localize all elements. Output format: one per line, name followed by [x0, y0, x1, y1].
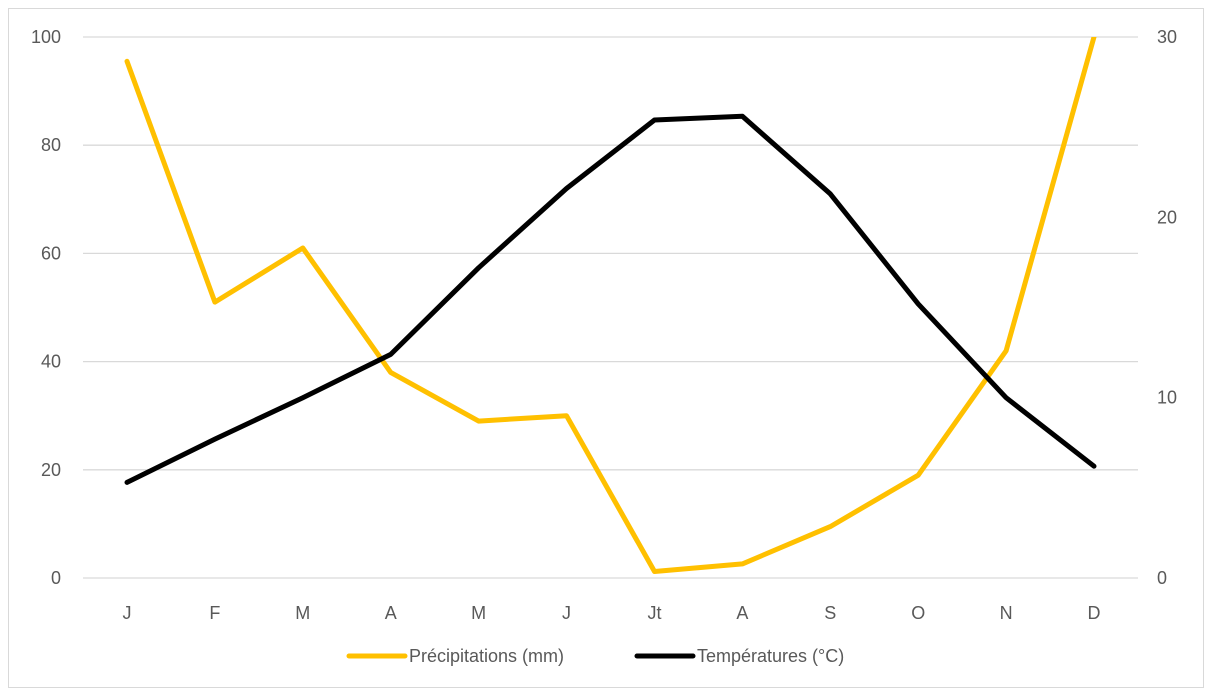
y-left-tick-label: 40	[41, 352, 61, 372]
x-tick-label: J	[122, 603, 131, 623]
climate-chart: 0 20 40 60 80 100 0 10 20 30 J F M A M J Jt A S O N D Précipi…	[31, 27, 1177, 666]
x-tick-label: A	[385, 603, 397, 623]
y-left-tick-label: 20	[41, 460, 61, 480]
x-tick-label: F	[209, 603, 220, 623]
y-left-tick-label: 60	[41, 243, 61, 263]
x-tick-label: M	[471, 603, 486, 623]
x-tick-label: Jt	[647, 603, 661, 623]
legend-label: Températures (°C)	[697, 646, 844, 666]
y-left-tick-label: 0	[51, 568, 61, 588]
x-tick-label: S	[824, 603, 836, 623]
x-tick-label: N	[1000, 603, 1013, 623]
x-tick-label: M	[295, 603, 310, 623]
x-tick-label: A	[736, 603, 748, 623]
y-right-tick-label: 30	[1157, 27, 1177, 47]
x-tick-label: D	[1088, 603, 1101, 623]
series-line-precipitation	[124, 37, 1097, 574]
x-tick-label: O	[911, 603, 925, 623]
y-right-tick-label: 10	[1157, 388, 1177, 408]
x-tick-label: J	[562, 603, 571, 623]
y-right-tick-label: 20	[1157, 207, 1177, 227]
y-left-tick-label: 80	[41, 135, 61, 155]
y-right-tick-label: 0	[1157, 568, 1167, 588]
legend-label: Précipitations (mm)	[409, 646, 564, 666]
chart-frame: 0 20 40 60 80 100 0 10 20 30 J F M A M J Jt A S O N D Précipi…	[8, 8, 1204, 688]
series-line-temperature	[124, 113, 1097, 485]
y-left-tick-label: 100	[31, 27, 61, 47]
